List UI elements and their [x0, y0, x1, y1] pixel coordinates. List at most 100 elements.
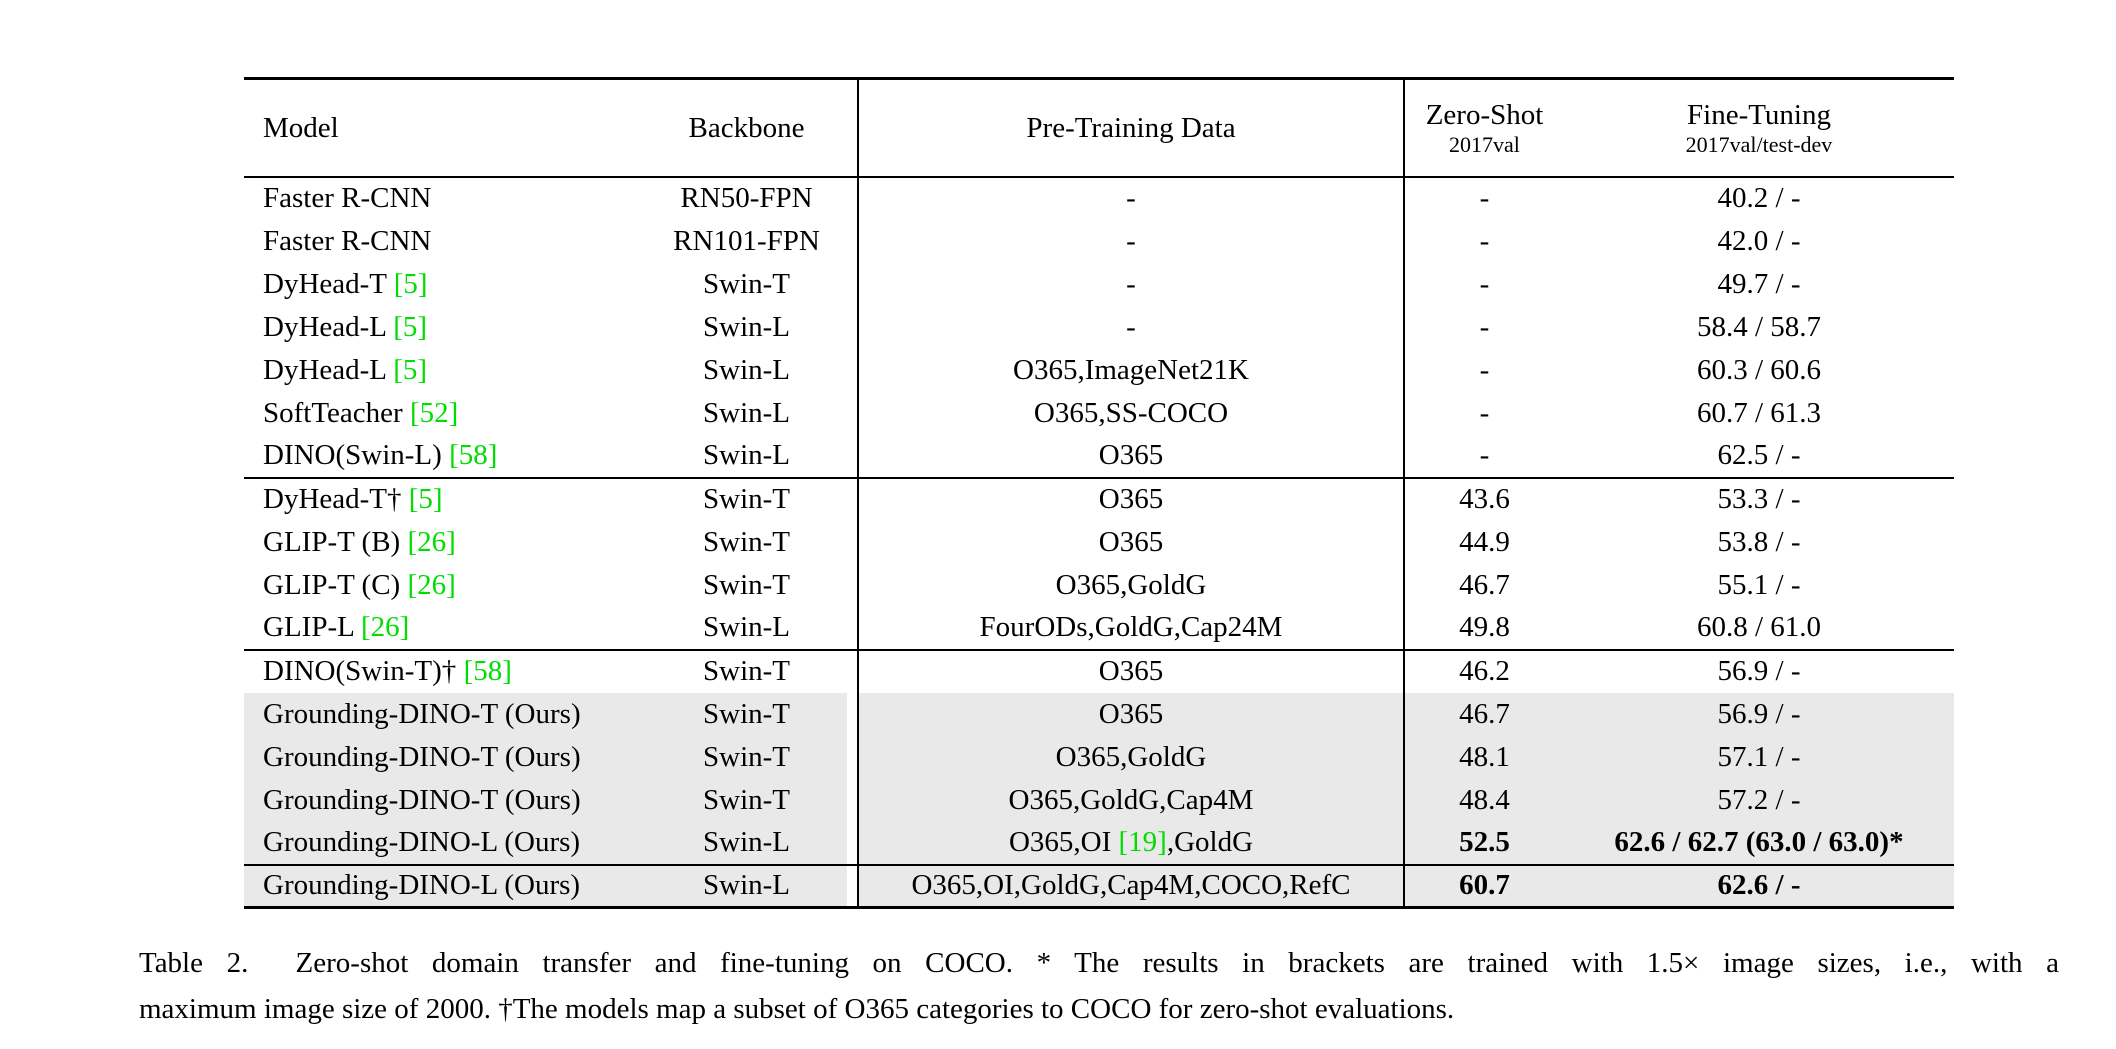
- cell-backbone: Swin-T: [636, 778, 859, 822]
- caption-line-1: Table 2. Zero-shot domain transfer and f…: [139, 947, 2059, 979]
- citation-ref: [26]: [407, 525, 456, 558]
- cell-model: SoftTeacher [52]: [263, 396, 459, 429]
- table-row: GLIP-T (B) [26] Swin-T O365 44.9 53.8 / -: [244, 520, 1954, 564]
- table-row: Grounding-DINO-T (Ours) Swin-T O365,GoldG,…: [244, 778, 1954, 822]
- table-row: DINO(Swin-L) [58] Swin-L O365 - 62.5 / -: [244, 434, 1954, 478]
- cell-model: GLIP-T (B) [26]: [263, 525, 456, 558]
- cell-pretrain: O365: [858, 520, 1405, 564]
- cell-zeroshot: -: [1479, 182, 1490, 214]
- table-row: Faster R-CNN RN101-FPN - -42.0 / -: [244, 219, 1954, 263]
- cell-finetune: 57.2 / -: [1564, 778, 1954, 822]
- cell-zeroshot: 60.7: [1404, 864, 1564, 908]
- cell-model: DyHead-T† [5]: [263, 483, 443, 515]
- col-header-zero-shot: Zero-Shot 2017val: [1404, 79, 1564, 177]
- cell-pretrain: -: [858, 176, 1405, 220]
- table-row: GLIP-T (C) [26] Swin-T O365,GoldG 46.7 55.1 …: [244, 563, 1954, 607]
- table-caption: Table 2. Zero-shot domain transfer and f…: [139, 940, 2059, 1032]
- table-row: SoftTeacher [52] Swin-L O365,SS-COCO - 60.7 …: [244, 391, 1954, 435]
- citation-ref: [5]: [393, 353, 428, 386]
- col-header-label: Model: [263, 111, 339, 144]
- cell-model: GLIP-T (C) [26]: [263, 568, 456, 601]
- cell-pretrain: O365: [858, 477, 1405, 521]
- cell-finetune: 58.4 / 58.7: [1696, 310, 1822, 343]
- cell-zeroshot: 46.7: [1404, 692, 1564, 736]
- citation-ref: [52]: [409, 396, 459, 429]
- table-row: Grounding-DINO-T (Ours) Swin-T O365 46.7 56.…: [244, 692, 1954, 736]
- cell-backbone: Swin-L: [636, 305, 859, 349]
- cell-finetune: 42.0 / -: [1717, 224, 1801, 257]
- cell-zeroshot: 52.5: [1404, 821, 1564, 865]
- cell-zeroshot: -: [1479, 267, 1490, 300]
- table-row: DyHead-T† [5] Swin-T O365 43.6 53.3 / -: [244, 477, 1954, 521]
- results-table: Model Backbone Pre-Training Data Zero-Sh…: [244, 77, 1954, 909]
- header-row: Model Backbone Pre-Training Data Zero-Sh…: [244, 78, 1954, 177]
- cell-backbone: Swin-T: [636, 692, 859, 736]
- cell-pretrain: -: [858, 219, 1405, 263]
- table-row: Grounding-DINO-L (Ours) Swin-L O365,OI,Gol…: [244, 864, 1954, 908]
- table-row: Grounding-DINO-T (Ours) Swin-T O365,GoldG 4…: [244, 735, 1954, 779]
- col-header-model: Model: [244, 79, 636, 177]
- cell-zeroshot: 44.9: [1459, 525, 1510, 558]
- cell-finetune: 62.5 / -: [1717, 439, 1801, 471]
- cell-pretrain: O365,GoldG,Cap4M: [858, 778, 1405, 822]
- cell-finetune: 56.9 / -: [1717, 655, 1801, 687]
- cell-finetune: 56.9 / -: [1564, 692, 1954, 736]
- cell-backbone: Swin-L: [636, 348, 859, 392]
- cell-pretrain: FourODs,GoldG,Cap24M: [858, 606, 1405, 650]
- col-header-fine-tuning: Fine-Tuning 2017val/test-dev: [1564, 79, 1954, 177]
- col-header-label: Backbone: [688, 111, 805, 144]
- cell-pretrain: O365: [858, 434, 1405, 478]
- cell-backbone: Swin-T: [636, 520, 859, 564]
- cell-model: DINO(Swin-T)† [58]: [263, 655, 512, 687]
- cell-zeroshot: 49.8: [1459, 611, 1510, 643]
- cell-pretrain: O365: [858, 649, 1405, 693]
- table-row: Faster R-CNN RN50-FPN - -40.2 / -: [244, 176, 1954, 220]
- cell-zeroshot: -: [1479, 310, 1490, 343]
- cell-model: Grounding-DINO-T (Ours): [244, 735, 636, 779]
- cell-backbone: Swin-L: [636, 434, 859, 478]
- cell-model: Grounding-DINO-L (Ours): [244, 821, 636, 865]
- cell-model: Grounding-DINO-T (Ours): [244, 778, 636, 822]
- cell-zeroshot: -: [1479, 353, 1490, 386]
- cell-finetune: 53.8 / -: [1717, 525, 1801, 558]
- cell-backbone: RN101-FPN: [636, 219, 859, 263]
- cell-model: DyHead-L [5]: [263, 353, 428, 386]
- cell-model: GLIP-L [26]: [263, 611, 410, 643]
- table-row: DyHead-T [5] Swin-T - -49.7 / -: [244, 262, 1954, 306]
- cell-backbone: Swin-L: [636, 864, 859, 908]
- cell-backbone: Swin-T: [636, 563, 859, 607]
- cell-finetune: 49.7 / -: [1717, 267, 1801, 300]
- citation-ref: [5]: [393, 267, 428, 300]
- col-header-label: Fine-Tuning: [1687, 98, 1831, 131]
- cell-pretrain: O365,OI,GoldG,Cap4M,COCO,RefC: [858, 864, 1405, 908]
- cell-finetune: 60.7 / 61.3: [1696, 396, 1822, 429]
- citation-ref: [58]: [463, 655, 512, 687]
- cell-backbone: Swin-L: [636, 391, 859, 435]
- table-row: DyHead-L [5] Swin-L - -58.4 / 58.7: [244, 305, 1954, 349]
- col-header-sublabel: 2017val: [1449, 131, 1520, 157]
- cell-finetune: 57.1 / -: [1564, 735, 1954, 779]
- col-header-label: Pre-Training Data: [1026, 111, 1236, 144]
- cell-model: Grounding-DINO-T (Ours): [244, 692, 636, 736]
- cell-backbone: Swin-T: [636, 262, 859, 306]
- cell-zeroshot: -: [1479, 439, 1490, 471]
- table-row: DINO(Swin-T)† [58] Swin-T O365 46.2 56.9 / -: [244, 649, 1954, 693]
- col-header-sublabel: 2017val/test-dev: [1685, 131, 1833, 157]
- cell-zeroshot: -: [1479, 224, 1490, 257]
- table-body: Faster R-CNN RN50-FPN - -40.2 / - Faster R-C…: [244, 176, 1954, 908]
- cell-finetune: 60.3 / 60.6: [1696, 353, 1822, 386]
- cell-zeroshot: 48.1: [1404, 735, 1564, 779]
- cell-model: DyHead-L [5]: [263, 310, 428, 343]
- cell-pretrain: O365,OI [19],GoldG: [858, 821, 1405, 865]
- table-header: Model Backbone Pre-Training Data Zero-Sh…: [244, 78, 1954, 177]
- table-row: Grounding-DINO-L (Ours) Swin-L O365,OI [19…: [244, 821, 1954, 865]
- cell-backbone: Swin-L: [636, 606, 859, 650]
- cell-backbone: Swin-T: [636, 735, 859, 779]
- citation-ref: [58]: [449, 439, 498, 471]
- cell-pretrain: O365,SS-COCO: [858, 391, 1405, 435]
- cell-finetune: 55.1 / -: [1717, 568, 1801, 601]
- cell-backbone: Swin-L: [636, 821, 859, 865]
- cell-model: DINO(Swin-L) [58]: [263, 439, 498, 471]
- cell-zeroshot: 46.7: [1459, 568, 1510, 601]
